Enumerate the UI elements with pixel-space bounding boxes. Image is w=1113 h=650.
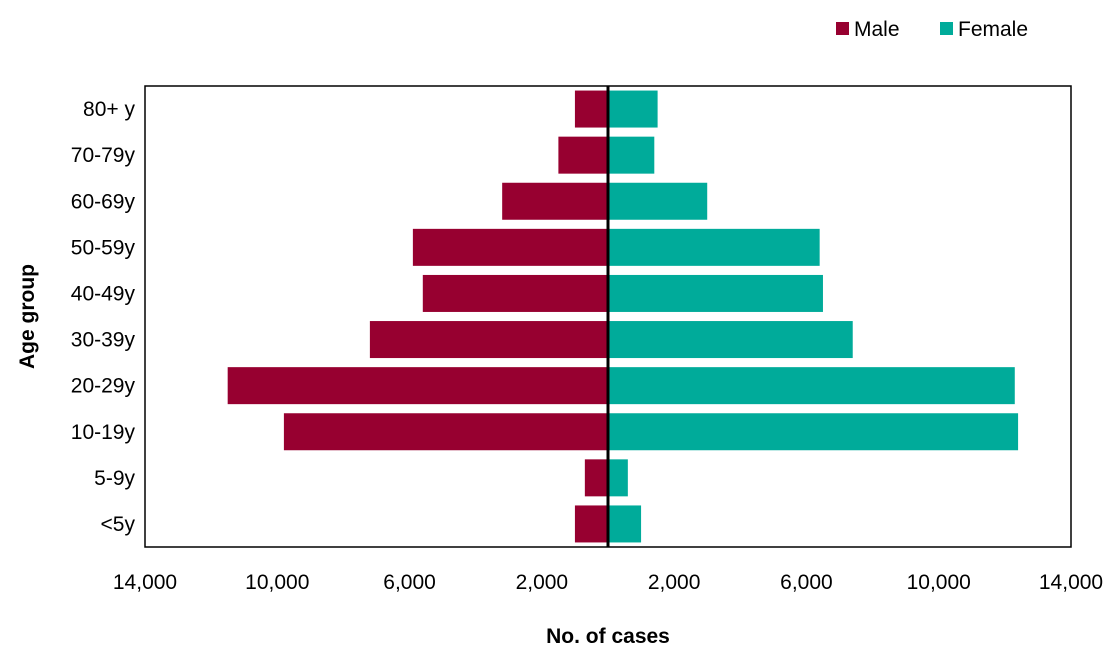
y-tick-label: 20-29y (71, 375, 136, 398)
bars-group (227, 90, 1019, 543)
bar-male-5-9y (584, 459, 608, 497)
x-tick-label: 14,000 (1039, 571, 1103, 594)
bar-female-50-59y (608, 228, 820, 266)
y-axis-tick-labels: <5y 5-9y 10-19y 20-29y 30-39y 40-49y 50-59y 60-… (71, 98, 136, 536)
legend-swatch-male (836, 22, 849, 35)
bar-female-80+ y (608, 90, 658, 128)
legend: Male Female (836, 18, 1028, 41)
bar-male-10-19y (283, 413, 608, 451)
bar-male-80+ y (574, 90, 608, 128)
bar-female-5-9y (608, 459, 628, 497)
y-tick-label: 50-59y (71, 236, 136, 259)
x-tick-label: 10,000 (907, 571, 971, 594)
bar-male-<5y (574, 505, 608, 543)
bar-male-20-29y (227, 367, 608, 405)
y-tick-label: <5y (101, 513, 136, 536)
y-tick-label: 80+ y (83, 98, 135, 121)
x-tick-label: 6,000 (383, 571, 436, 594)
x-tick-label: 14,000 (113, 571, 177, 594)
bar-female-70-79y (608, 136, 655, 174)
x-tick-label: 2,000 (648, 571, 701, 594)
bar-male-40-49y (422, 274, 608, 312)
bar-male-60-69y (502, 182, 608, 220)
bar-female-<5y (608, 505, 642, 543)
legend-label-female: Female (958, 18, 1028, 41)
y-tick-label: 5-9y (94, 467, 135, 490)
y-tick-label: 60-69y (71, 190, 136, 213)
bar-female-30-39y (608, 321, 853, 359)
legend-swatch-female (940, 22, 953, 35)
y-tick-label: 40-49y (71, 282, 136, 305)
y-tick-label: 10-19y (71, 421, 136, 444)
bar-male-30-39y (369, 321, 608, 359)
legend-label-male: Male (854, 18, 900, 41)
y-tick-label: 70-79y (71, 144, 136, 167)
x-axis-title: No. of cases (546, 625, 670, 648)
x-tick-label: 10,000 (245, 571, 309, 594)
bar-female-40-49y (608, 274, 823, 312)
bar-female-60-69y (608, 182, 708, 220)
y-axis-title: Age group (16, 264, 39, 369)
x-tick-label: 2,000 (516, 571, 569, 594)
bar-female-10-19y (608, 413, 1019, 451)
bar-male-70-79y (558, 136, 608, 174)
bar-female-20-29y (608, 367, 1015, 405)
y-tick-label: 30-39y (71, 329, 136, 352)
x-axis-tick-labels: 14,000 10,000 6,000 2,000 2,000 6,000 10,000 14… (113, 571, 1103, 594)
x-tick-label: 6,000 (780, 571, 833, 594)
bar-male-50-59y (412, 228, 608, 266)
